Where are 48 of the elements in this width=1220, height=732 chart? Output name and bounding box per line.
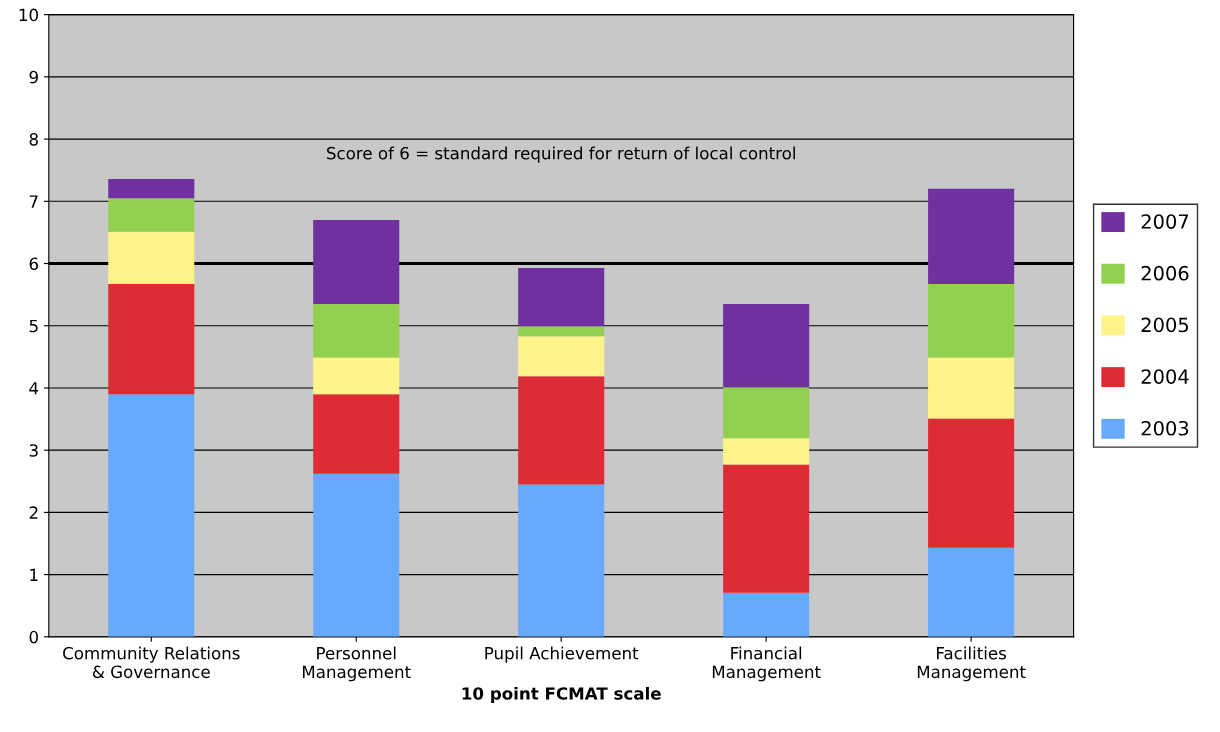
- bar: [928, 357, 1015, 419]
- bar: [723, 387, 810, 439]
- bar: [313, 219, 400, 304]
- bar: [518, 326, 605, 337]
- legend-label: 2003: [1141, 420, 1189, 436]
- bar: [313, 303, 400, 358]
- y-tick-label: 10: [19, 8, 38, 22]
- bar: [313, 473, 400, 637]
- y-tick-label: 8: [29, 133, 38, 146]
- bar: [723, 438, 810, 465]
- bar: [723, 464, 810, 593]
- bar: [723, 592, 810, 637]
- legend-label: 2005: [1141, 317, 1189, 333]
- x-tick-label: Community Relations & Governance: [63, 646, 240, 679]
- bar: [518, 336, 605, 377]
- bar: [108, 178, 195, 199]
- x-tick-label: Personnel Management: [302, 646, 411, 682]
- y-tick-label: 7: [29, 195, 38, 208]
- annotation: Score of 6 = standard required for return of local control: [327, 146, 795, 163]
- legend-label: 2006: [1141, 265, 1189, 281]
- y-tick-label: 4: [29, 382, 39, 395]
- legend-label: 2004: [1141, 369, 1189, 384]
- bar: [313, 394, 400, 474]
- y-tick-label: 2: [29, 506, 38, 519]
- y-tick-label: 9: [29, 70, 38, 84]
- bar: [928, 418, 1015, 548]
- x-tick-label: Facilities Management: [917, 646, 1026, 682]
- bar: [518, 376, 605, 485]
- bar: [518, 267, 605, 327]
- bar: [518, 484, 605, 637]
- x-tick-label: Pupil Achievement: [485, 646, 639, 663]
- y-tick-label: 1: [30, 568, 38, 581]
- bar: [723, 303, 810, 388]
- bar: [108, 198, 195, 232]
- bar: [928, 547, 1015, 637]
- y-tick-label: 6: [29, 257, 39, 271]
- y-tick-label: 0: [29, 630, 38, 644]
- bar: [313, 357, 400, 395]
- x-axis-title: 10 point FCMAT scale: [462, 686, 661, 704]
- y-tick-label: 5: [29, 319, 38, 333]
- x-tick-label: Financial Management: [712, 646, 821, 682]
- bar: [108, 284, 195, 395]
- legend-label: 2007: [1141, 214, 1189, 229]
- bar: [928, 284, 1015, 358]
- bar: [108, 231, 195, 285]
- bar: [108, 394, 195, 637]
- bar: [928, 188, 1015, 285]
- y-tick-label: 3: [29, 444, 38, 457]
